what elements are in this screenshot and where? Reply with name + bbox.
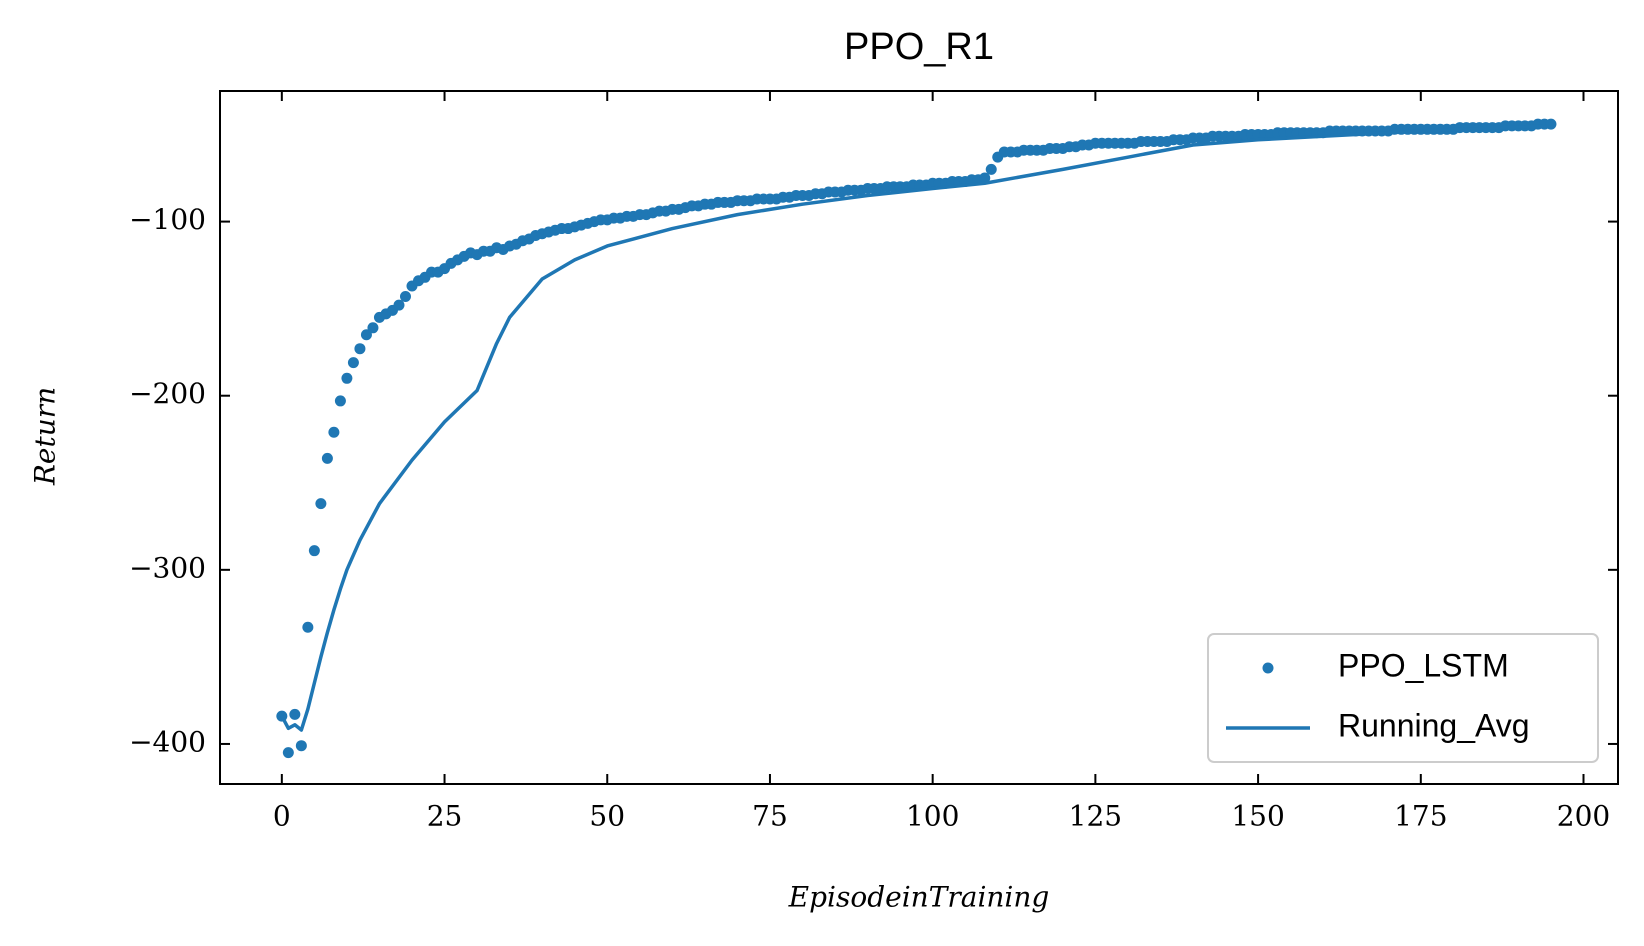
x-tick-label: 150: [1231, 800, 1284, 833]
y-tick-label: −300: [129, 551, 206, 584]
scatter-point: [354, 343, 366, 355]
legend-marker: [1262, 662, 1274, 674]
scatter-point: [393, 299, 405, 311]
scatter-point: [979, 172, 991, 184]
scatter-point: [399, 290, 411, 302]
x-tick-label: 125: [1069, 800, 1122, 833]
scatter-point: [360, 329, 372, 341]
y-tick-label: −400: [129, 725, 206, 758]
scatter-point: [341, 372, 353, 384]
scatter-point: [315, 498, 327, 510]
scatter-point: [302, 621, 314, 633]
legend-label: PPO_LSTM: [1338, 647, 1509, 683]
scatter-point: [985, 163, 997, 175]
x-tick-label: 175: [1394, 800, 1447, 833]
plot-frame: [219, 90, 1619, 785]
legend-box: [1207, 633, 1599, 763]
scatter-point: [295, 740, 307, 752]
x-tick-label: 0: [273, 800, 291, 833]
y-tick-label: −200: [129, 377, 206, 410]
x-tick-label: 75: [752, 800, 788, 833]
scatter-point: [334, 395, 346, 407]
x-axis-label: EpisodeinTraining: [788, 881, 1050, 914]
legend-label: Running_Avg: [1338, 707, 1530, 743]
scatter-point: [367, 322, 379, 334]
x-tick-label: 100: [906, 800, 959, 833]
y-axis-label: Return: [29, 387, 62, 486]
chart-title: PPO_R1: [844, 26, 994, 68]
scatter-point: [289, 708, 301, 720]
x-tick-label: 50: [589, 800, 625, 833]
y-tick-label: −100: [129, 203, 206, 236]
scatter-point: [282, 747, 294, 759]
scatter-point: [321, 452, 333, 464]
scatter-point: [1545, 118, 1557, 130]
scatter-point: [328, 426, 340, 438]
x-tick-label: 25: [427, 800, 463, 833]
line-series: [280, 124, 1552, 732]
scatter-point: [347, 357, 359, 369]
x-tick-label: 200: [1557, 800, 1610, 833]
scatter-point: [308, 545, 320, 557]
